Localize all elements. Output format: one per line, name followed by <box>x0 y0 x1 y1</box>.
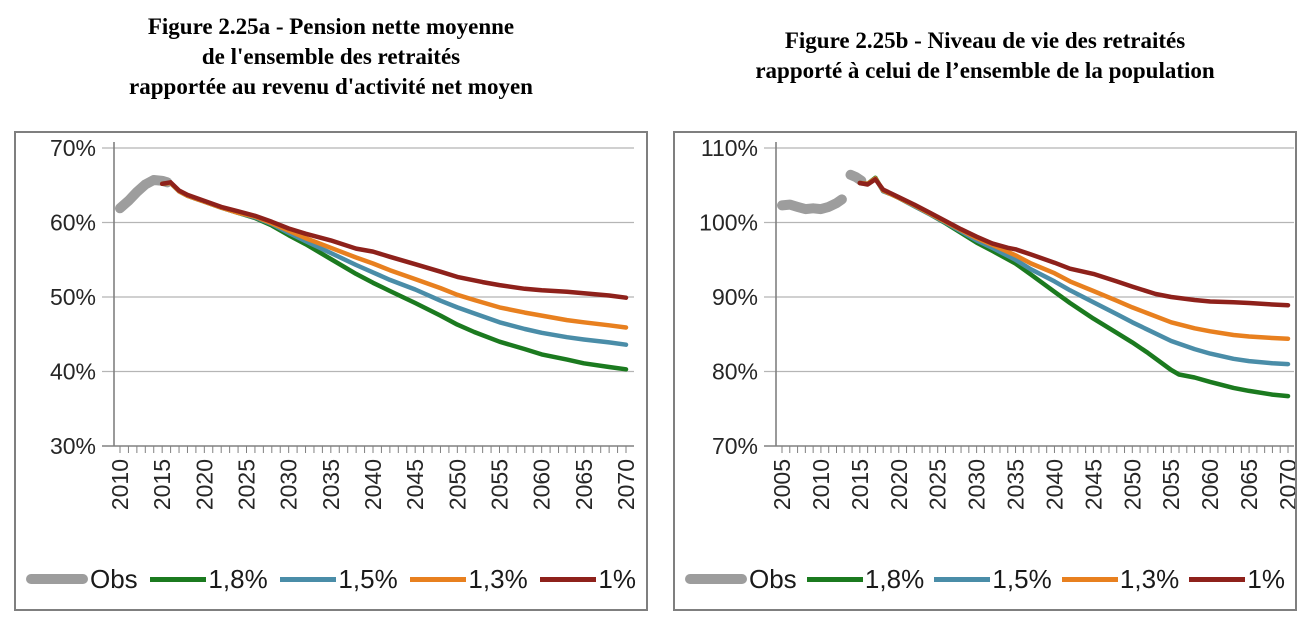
x-tick-label-2020: 2020 <box>886 459 912 510</box>
legend-item-1,8%: 1,8% <box>806 563 925 595</box>
x-tick-label-2010: 2010 <box>808 459 834 510</box>
x-tick-label-2045: 2045 <box>402 459 428 510</box>
x-tick-label-2045: 2045 <box>1080 459 1106 510</box>
left-chart-panel: 30% 40% 50% 60% 70% 2010 2015 2020 2025 2030 2035 2… <box>14 131 648 611</box>
legend-label-1,3%: 1,3% <box>468 563 528 594</box>
legend-item-1,3%: 1,3% <box>1061 563 1180 595</box>
legend-label-1,5%: 1,5% <box>992 563 1052 594</box>
x-tick-label-2065: 2065 <box>1236 459 1262 510</box>
left-chart-title: Figure 2.25a - Pension nette moyenne de … <box>14 12 648 102</box>
legend-swatch-Obs <box>26 574 88 584</box>
x-tick-label-2010: 2010 <box>107 459 133 510</box>
x-tick-label-2015: 2015 <box>847 459 873 510</box>
legend-item-Obs: Obs <box>685 564 797 595</box>
x-tick-label-2055: 2055 <box>487 459 513 510</box>
legend-item-Obs: Obs <box>26 564 138 595</box>
x-tick-label-2070: 2070 <box>613 459 639 510</box>
y-tick-label-70: 70% <box>50 135 96 161</box>
legend-swatch-1,3% <box>1061 576 1118 582</box>
x-tick-label-2070: 2070 <box>1275 459 1295 510</box>
legend-item-1,5%: 1,5% <box>934 563 1052 595</box>
x-tick-label-2060: 2060 <box>1197 459 1223 510</box>
legend-label-1%: 1% <box>1247 563 1285 594</box>
x-tick-label-2030: 2030 <box>964 459 990 510</box>
left-chart-title-line2: de l'ensemble des retraités <box>201 44 461 69</box>
x-tick-label-2060: 2060 <box>529 459 555 510</box>
right-chart-title-line1: Figure 2.25b - Niveau de vie des retrait… <box>784 28 1186 53</box>
left-chart-legend: Obs 1,8% 1,5% 1,3% 1% <box>26 557 636 601</box>
y-tick-label-100: 100% <box>699 210 758 236</box>
y-tick-label-90: 90% <box>712 284 758 310</box>
x-tick-label-2040: 2040 <box>360 459 386 510</box>
legend-swatch-1,5% <box>934 576 991 582</box>
y-tick-label-30: 30% <box>50 433 96 459</box>
x-tick-label-2055: 2055 <box>1158 459 1184 510</box>
x-tick-label-2035: 2035 <box>1003 459 1029 510</box>
x-tick-label-2040: 2040 <box>1041 459 1067 510</box>
x-tick-label-2030: 2030 <box>276 459 302 510</box>
y-tick-label-40: 40% <box>50 359 96 385</box>
legend-swatch-Obs <box>685 574 747 584</box>
x-tick-label-2005: 2005 <box>769 459 795 510</box>
legend-label-1%: 1% <box>598 563 636 594</box>
left-chart-title-line1: Figure 2.25a - Pension nette moyenne <box>147 14 515 39</box>
y-tick-label-70: 70% <box>712 433 758 459</box>
series-line-1% <box>159 180 629 300</box>
legend-label-1,8%: 1,8% <box>864 563 925 594</box>
y-tick-label-80: 80% <box>712 359 758 385</box>
x-tick-label-2025: 2025 <box>234 459 260 510</box>
series-line-1% <box>857 177 1291 308</box>
x-tick-label-2065: 2065 <box>571 459 597 510</box>
legend-label-Obs: Obs <box>749 563 797 594</box>
y-tick-label-50: 50% <box>50 284 96 310</box>
right-chart-title: Figure 2.25b - Niveau de vie des retrait… <box>673 26 1297 86</box>
legend-label-Obs: Obs <box>90 563 138 594</box>
x-tick-label-2035: 2035 <box>318 459 344 510</box>
legend-item-1,3%: 1,3% <box>410 563 528 595</box>
left-chart-title-line3: rapportée au revenu d'activité net moyen <box>129 74 533 99</box>
series-line-1,3% <box>857 176 1291 341</box>
legend-item-1,8%: 1,8% <box>150 563 268 595</box>
y-tick-label-60: 60% <box>50 210 96 236</box>
right-chart-title-line2: rapporté à celui de l’ensemble de la pop… <box>755 58 1215 83</box>
legend-label-1,5%: 1,5% <box>338 563 398 594</box>
right-chart-panel: 70% 80% 90% 100% 110% 2005 2010 2015 2020 2025 203… <box>673 131 1297 611</box>
legend-swatch-1% <box>540 576 597 582</box>
legend-swatch-1,5% <box>280 576 337 582</box>
legend-item-1,5%: 1,5% <box>280 563 398 595</box>
x-tick-label-2050: 2050 <box>444 459 470 510</box>
legend-swatch-1% <box>1189 576 1246 582</box>
y-tick-label-110: 110% <box>701 135 758 161</box>
legend-swatch-1,3% <box>410 576 467 582</box>
x-tick-label-2015: 2015 <box>149 459 175 510</box>
legend-swatch-1,8% <box>806 576 863 582</box>
x-tick-label-2020: 2020 <box>191 459 217 510</box>
series-line-Obs <box>777 169 867 215</box>
legend-item-1%: 1% <box>1189 564 1285 595</box>
series-line-Obs <box>115 175 173 214</box>
left-chart-plot: 30% 40% 50% 60% 70% 2010 2015 2020 2025 2030 2035 2… <box>50 135 639 510</box>
right-chart-legend: Obs 1,8% 1,5% 1,3% 1% <box>685 557 1285 601</box>
right-chart-plot: 70% 80% 90% 100% 110% 2005 2010 2015 2020 2025 203… <box>699 135 1295 510</box>
x-tick-label-2025: 2025 <box>925 459 951 510</box>
legend-label-1,3%: 1,3% <box>1119 563 1180 594</box>
series-line-1,3% <box>159 180 629 330</box>
x-tick-label-2050: 2050 <box>1119 459 1145 510</box>
legend-label-1,8%: 1,8% <box>208 563 268 594</box>
legend-swatch-1,8% <box>150 576 207 582</box>
legend-item-1%: 1% <box>540 564 636 595</box>
